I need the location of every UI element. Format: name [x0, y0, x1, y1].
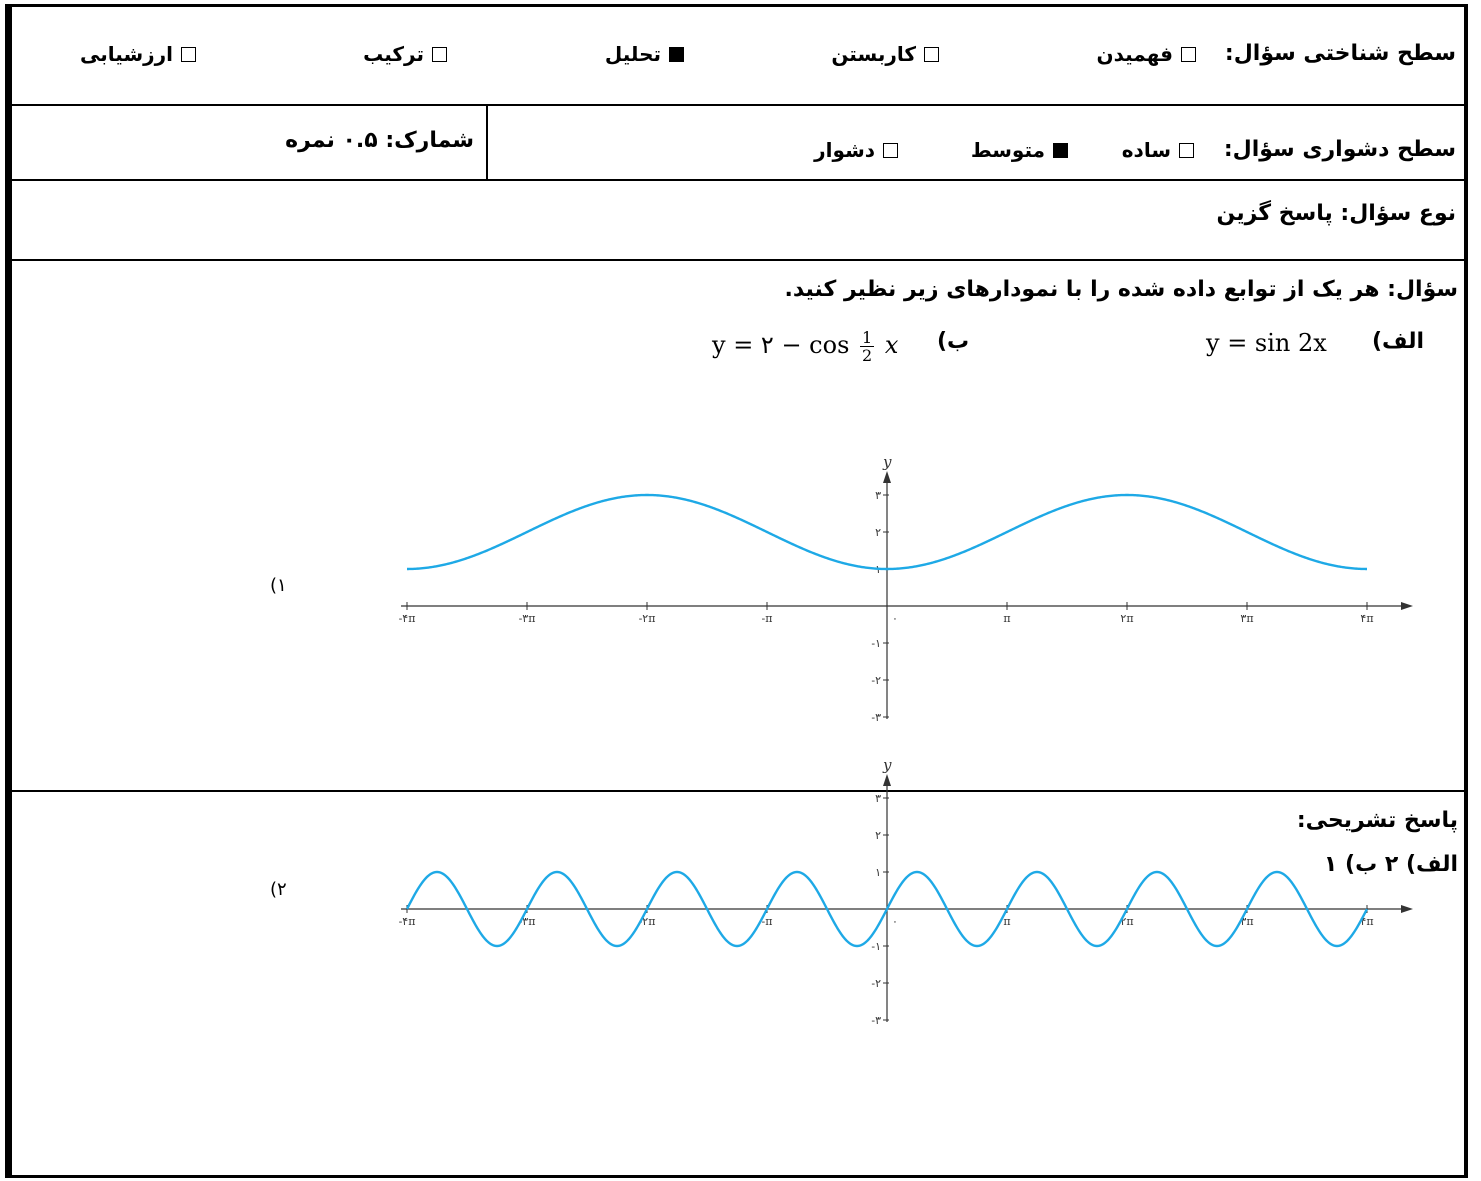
- x-tick-label: -۴π: [399, 915, 416, 928]
- difficulty-option-easy[interactable]: ساده: [1122, 138, 1194, 162]
- y-axis-label: y: [882, 756, 892, 774]
- x-tick-label: ۲π: [1120, 612, 1133, 625]
- option-a-formula: y = sin 2x: [1206, 329, 1327, 357]
- question-sheet: سطح شناختی سؤال: فهمیدن کاربستن تحلیل تر…: [5, 4, 1468, 1178]
- difficulty-option-medium[interactable]: متوسط: [971, 138, 1068, 162]
- y-tick-label: ۲: [875, 829, 881, 842]
- y-tick-label: ۳: [875, 792, 881, 805]
- fraction-denominator: 2: [862, 346, 873, 365]
- y-tick-label: -۲: [871, 977, 881, 990]
- graph-2-label: ۲): [270, 879, 287, 900]
- y-tick-label: -۲: [871, 674, 881, 687]
- cognitive-level-label: سطح شناختی سؤال:: [1224, 41, 1456, 66]
- x-tick-label: -۳π: [519, 612, 536, 625]
- graph-1-label: ۱): [270, 575, 287, 596]
- checkbox-icon[interactable]: [924, 47, 939, 62]
- function-curve: [407, 493, 1367, 571]
- function-curve: [405, 870, 1369, 948]
- x-axis-arrow-icon: [1400, 602, 1413, 610]
- cognitive-option-evaluate[interactable]: ارزشیابی: [80, 42, 196, 66]
- x-tick-label: -π: [762, 612, 773, 625]
- option-b-formula: y = ۲ − cos 1 2 x: [712, 329, 898, 364]
- y-tick-label: -۳: [871, 711, 881, 721]
- checkbox-checked-icon[interactable]: [1053, 143, 1068, 158]
- checkbox-icon[interactable]: [181, 47, 196, 62]
- y-tick-label: ۲: [875, 526, 881, 539]
- x-tick-label: -π: [762, 915, 773, 928]
- difficulty-option-hard[interactable]: دشوار: [814, 138, 898, 162]
- difficulty-level-label: سطح دشواری سؤال:: [1223, 137, 1456, 162]
- answer-row: پاسخ تشریحی: الف) ۲ ب) ۱: [12, 790, 1464, 1175]
- difficulty-row: سطح دشواری سؤال: ساده متوسط دشوار شمارک:…: [12, 104, 1464, 181]
- x-tick-label: π: [1003, 612, 1010, 625]
- option-a-label: الف): [1371, 329, 1424, 354]
- x-tick-label: ۴π: [1360, 915, 1373, 928]
- y-axis-arrow-icon: [883, 774, 891, 786]
- y-tick-label: ۳: [875, 489, 881, 502]
- cognitive-option-apply[interactable]: کاربستن: [831, 42, 939, 66]
- x-tick-label: π: [1003, 915, 1010, 928]
- score-divider: [486, 104, 488, 179]
- y-axis-label: y: [882, 453, 892, 471]
- question-text: سؤال: هر یک از توابع داده شده را با نمود…: [784, 277, 1458, 302]
- x-tick-label: -۴π: [399, 612, 416, 625]
- y-axis-arrow-icon: [883, 471, 891, 483]
- question-type-row: نوع سؤال: پاسخ گزین: [12, 179, 1464, 261]
- option-b-formula-left: y = ۲ − cos: [712, 331, 850, 359]
- x-tick-label: ۲π: [1120, 915, 1133, 928]
- question-type-label: نوع سؤال: پاسخ گزین: [1216, 201, 1456, 226]
- y-tick-label: -۳: [871, 1014, 881, 1024]
- y-tick-label: ۱: [875, 866, 881, 879]
- checkbox-checked-icon[interactable]: [669, 47, 684, 62]
- y-tick-label: -۱: [871, 637, 881, 650]
- x-tick-label: ۳π: [1240, 612, 1253, 625]
- cognitive-level-row: سطح شناختی سؤال: فهمیدن کاربستن تحلیل تر…: [12, 7, 1464, 106]
- checkbox-icon[interactable]: [1179, 143, 1194, 158]
- x-tick-label: ۳π: [1240, 915, 1253, 928]
- answer-text: الف) ۲ ب) ۱: [1323, 852, 1458, 877]
- fraction-numerator: 1: [860, 328, 875, 347]
- x-tick-label: ۰: [892, 612, 898, 625]
- x-tick-label: ۴π: [1360, 612, 1373, 625]
- question-row: سؤال: هر یک از توابع داده شده را با نمود…: [12, 259, 1464, 1024]
- score-label: شمارک: ۰.۵ نمره: [285, 128, 474, 153]
- answer-title: پاسخ تشریحی:: [1296, 808, 1458, 833]
- checkbox-icon[interactable]: [1181, 47, 1196, 62]
- checkbox-icon[interactable]: [432, 47, 447, 62]
- cognitive-option-synthesize[interactable]: ترکیب: [363, 42, 447, 66]
- x-tick-label: ۰: [892, 915, 898, 928]
- fraction-half: 1 2: [860, 328, 875, 365]
- option-b-formula-right: x: [884, 331, 899, 359]
- x-axis-arrow-icon: [1400, 905, 1413, 913]
- y-tick-label: -۱: [871, 940, 881, 953]
- cognitive-option-analyze[interactable]: تحلیل: [605, 42, 684, 66]
- option-b-label: ب): [937, 329, 970, 354]
- x-tick-label: -۲π: [639, 612, 656, 625]
- checkbox-icon[interactable]: [883, 143, 898, 158]
- cognitive-option-understand[interactable]: فهمیدن: [1097, 42, 1196, 66]
